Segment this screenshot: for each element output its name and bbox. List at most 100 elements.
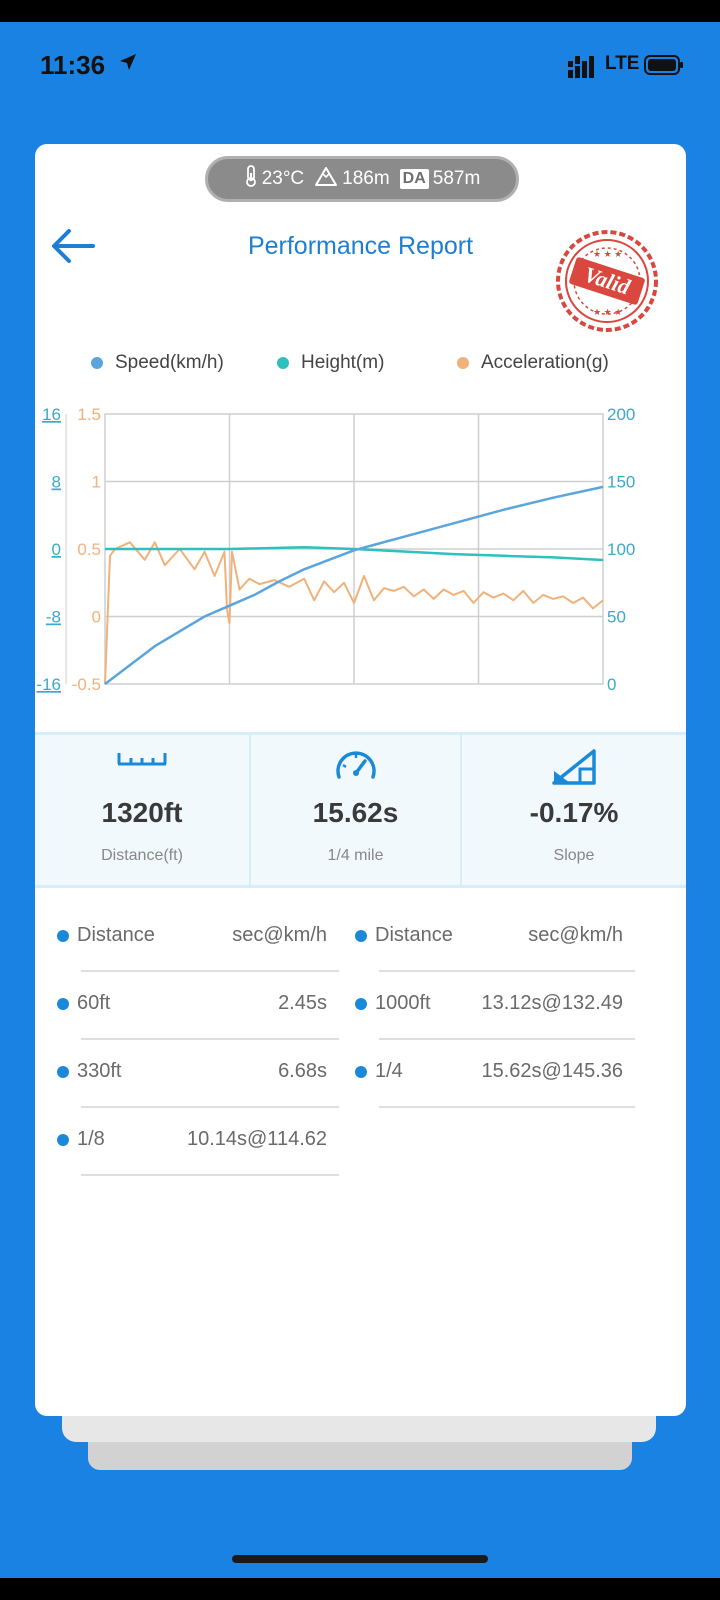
- row-divider: [379, 1106, 635, 1108]
- valid-stamp: Valid ★ ★ ★ ★ ★ ★: [553, 227, 661, 340]
- stat-distance: 1320ft Distance(ft): [35, 735, 249, 885]
- split-value: 15.62s@145.36: [481, 1060, 623, 1082]
- slope-label: Slope: [553, 847, 595, 864]
- bullet-dot: [57, 998, 69, 1010]
- legend-acceleration: Acceleration(g): [457, 352, 609, 374]
- time-label: 1/4 mile: [327, 847, 384, 864]
- signal-icon: [568, 56, 598, 83]
- height-tick-label: 16: [42, 405, 61, 424]
- bullet-dot: [57, 930, 69, 942]
- acceleration-tick-label: 0.5: [77, 540, 101, 559]
- thermometer-icon: [244, 165, 258, 193]
- legend-height-label: Height(m): [301, 352, 385, 373]
- speed-tick-label: 200: [607, 405, 635, 424]
- split-value: 2.45s: [278, 992, 327, 1014]
- stat-divider: [460, 735, 462, 885]
- legend-acceleration-label: Acceleration(g): [481, 352, 609, 373]
- split-value: sec@km/h: [232, 924, 327, 946]
- split-row: 1/8 10.14s@114.62: [57, 1108, 339, 1176]
- acceleration-tick-label: -0.5: [72, 675, 101, 694]
- stat-divider: [249, 735, 251, 885]
- speed-series-line: [104, 485, 604, 685]
- altitude-item: 186m: [314, 166, 390, 192]
- legend-speed-label: Speed(km/h): [115, 352, 224, 373]
- status-bar: 11:36 LTE: [0, 22, 720, 108]
- temperature-value: 23°C: [261, 168, 305, 189]
- chart-legend: Speed(km/h) Height(m) Acceleration(g): [55, 352, 675, 382]
- speed-tick-label: 50: [607, 608, 626, 627]
- distance-value: 1320ft: [101, 797, 183, 828]
- split-key: 330ft: [77, 1060, 122, 1082]
- bottom-black-band: [0, 1578, 720, 1600]
- row-divider: [81, 1106, 339, 1108]
- status-time: 11:36: [40, 50, 106, 80]
- bullet-dot: [355, 998, 367, 1010]
- svg-text:★ ★ ★: ★ ★ ★: [593, 249, 622, 259]
- height-series-line: [105, 546, 604, 562]
- slope-value: -0.17%: [529, 797, 619, 828]
- split-key: 1000ft: [375, 992, 431, 1014]
- row-divider: [81, 970, 339, 972]
- top-black-band: [0, 0, 720, 22]
- conditions-pill: 23°C 186m DA 587m: [205, 156, 519, 202]
- density-altitude-item: DA 587m: [399, 168, 481, 190]
- legend-speed-swatch: [91, 357, 103, 369]
- location-arrow-icon: [118, 52, 138, 77]
- speed-tick-label: 150: [607, 473, 635, 492]
- height-tick-label: 8: [52, 473, 61, 492]
- back-arrow-icon: [52, 229, 95, 263]
- density-altitude-label: DA: [399, 169, 429, 189]
- time-value: 15.62s: [312, 797, 399, 828]
- slope-icon: [462, 747, 686, 787]
- split-row: 60ft 2.45s: [57, 972, 339, 1040]
- split-value: 6.68s: [278, 1060, 327, 1082]
- bullet-dot: [57, 1066, 69, 1078]
- bullet-dot: [57, 1134, 69, 1146]
- mountain-icon: [314, 166, 338, 192]
- page-title: Performance Report: [247, 232, 474, 260]
- bullet-dot: [355, 1066, 367, 1078]
- height-tick-label: -8: [46, 608, 61, 627]
- split-row: 1/4 15.62s@145.36: [355, 1040, 635, 1108]
- height-tick-label: 0: [52, 540, 61, 559]
- row-divider: [379, 970, 635, 972]
- split-row: 330ft 6.68s: [57, 1040, 339, 1108]
- altitude-value: 186m: [342, 168, 390, 189]
- stat-slope: -0.17% Slope: [462, 735, 686, 885]
- density-altitude-value: 587m: [432, 168, 481, 189]
- stat-time: 15.62s 1/4 mile: [251, 735, 460, 885]
- splits-right-header: Distance sec@km/h: [355, 904, 635, 972]
- legend-height: Height(m): [277, 352, 384, 374]
- legend-height-swatch: [277, 357, 289, 369]
- distance-label: Distance(ft): [101, 847, 183, 864]
- split-value: 10.14s@114.62: [186, 1128, 327, 1150]
- split-row: 1000ft 13.12s@132.49: [355, 972, 635, 1040]
- home-indicator[interactable]: [232, 1555, 488, 1563]
- back-button[interactable]: [49, 226, 97, 271]
- acceleration-series-line: [104, 541, 604, 685]
- acceleration-tick-label: 1.5: [77, 405, 101, 424]
- ruler-icon: [35, 747, 249, 767]
- acceleration-tick-label: 0: [92, 608, 101, 627]
- split-value: sec@km/h: [528, 924, 623, 946]
- row-divider: [379, 1038, 635, 1040]
- stats-band: 1320ft Distance(ft) 15.62s 1/4 mile: [35, 732, 686, 888]
- height-tick-label: -16: [36, 675, 61, 694]
- performance-chart: 16 8 0 -8 -16 1.5 1 0.5 0 -0.5 200 150 100 50 0: [36, 405, 635, 694]
- temperature-item: 23°C: [244, 165, 304, 193]
- split-value: 13.12s@132.49: [481, 992, 623, 1014]
- network-label: LTE: [605, 53, 640, 74]
- svg-text:★ ★ ★: ★ ★ ★: [593, 307, 622, 317]
- row-divider: [81, 1038, 339, 1040]
- speed-tick-label: 0: [607, 675, 616, 694]
- split-key: 1/4: [375, 1060, 403, 1082]
- legend-acceleration-swatch: [457, 357, 469, 369]
- bullet-dot: [355, 930, 367, 942]
- battery-icon: [644, 55, 684, 80]
- speed-tick-label: 100: [607, 540, 635, 559]
- splits-left-header: Distance sec@km/h: [57, 904, 339, 972]
- split-key: Distance: [77, 924, 155, 946]
- report-card: 23°C 186m DA 587m Performance Report: [35, 144, 686, 1416]
- acceleration-tick-label: 1: [92, 473, 101, 492]
- split-key: 1/8: [77, 1128, 105, 1150]
